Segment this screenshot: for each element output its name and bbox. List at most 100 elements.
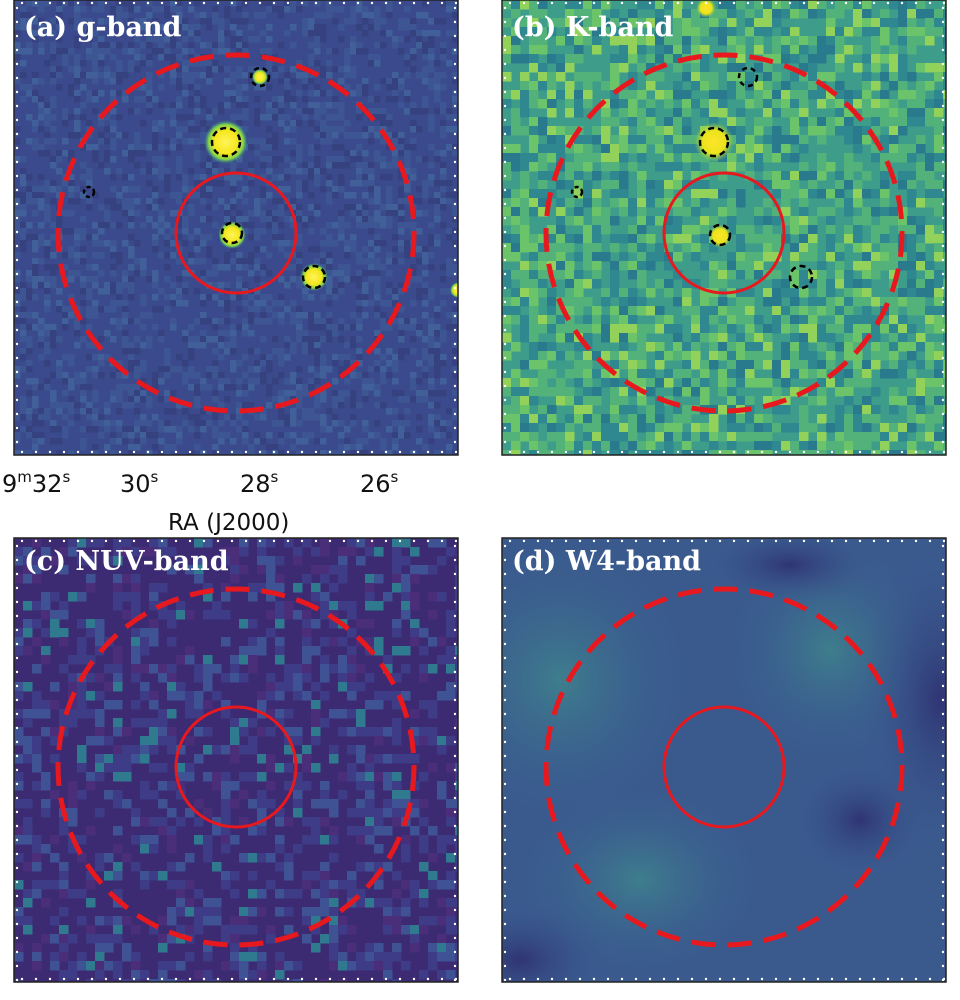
noise-pixel <box>583 432 593 442</box>
noise-pixel <box>889 99 899 109</box>
noise-pixel <box>428 324 435 331</box>
noise-pixel <box>308 318 315 325</box>
noise-pixel <box>38 102 45 109</box>
noise-pixel <box>556 261 566 271</box>
noise-pixel <box>164 450 171 455</box>
noise-pixel <box>610 405 620 415</box>
noise-pixel <box>428 144 435 151</box>
noise-pixel <box>889 324 899 334</box>
noise-pixel <box>691 378 701 388</box>
noise-pixel <box>673 324 683 334</box>
ra-axis: 9m32s 30s 28s 26s RA (J2000) <box>2 468 399 536</box>
noise-pixel <box>44 414 51 421</box>
noise-pixel <box>242 96 249 103</box>
noise-pixel <box>410 384 417 391</box>
noise-pixel <box>835 54 845 64</box>
noise-pixel <box>38 240 45 247</box>
noise-pixel <box>302 673 312 683</box>
noise-pixel <box>230 342 237 349</box>
noise-pixel <box>422 246 429 253</box>
noise-pixel <box>326 288 333 295</box>
noise-pixel <box>529 81 539 91</box>
noise-pixel <box>308 174 315 181</box>
noise-pixel <box>853 288 863 298</box>
noise-pixel <box>140 96 147 103</box>
noise-pixel <box>188 138 195 145</box>
noise-pixel <box>880 9 890 19</box>
noise-pixel <box>296 90 303 97</box>
noise-pixel <box>140 42 147 49</box>
noise-pixel <box>20 240 27 247</box>
noise-pixel <box>368 384 375 391</box>
noise-pixel <box>326 198 333 205</box>
tick-mark <box>503 370 507 374</box>
noise-pixel <box>934 441 944 451</box>
noise-pixel <box>296 252 303 259</box>
noise-pixel <box>790 324 800 334</box>
noise-pixel <box>736 252 746 262</box>
noise-pixel <box>529 36 539 46</box>
noise-pixel <box>817 360 827 370</box>
noise-pixel <box>98 60 105 67</box>
noise-pixel <box>511 414 521 424</box>
noise-pixel <box>218 384 225 391</box>
noise-pixel <box>188 366 195 373</box>
noise-pixel <box>254 198 261 205</box>
noise-pixel <box>284 673 294 683</box>
noise-pixel <box>104 444 111 451</box>
noise-pixel <box>637 342 647 352</box>
noise-pixel <box>296 210 303 217</box>
tick-mark <box>634 450 638 454</box>
noise-pixel <box>26 366 33 373</box>
noise-pixel <box>152 36 159 43</box>
noise-pixel <box>455 583 458 593</box>
noise-pixel <box>502 450 512 455</box>
noise-pixel <box>455 601 458 611</box>
noise-pixel <box>164 252 171 259</box>
noise-pixel <box>140 342 147 349</box>
tick-mark <box>816 450 820 454</box>
noise-pixel <box>763 171 773 181</box>
noise-pixel <box>326 282 333 289</box>
noise-pixel <box>104 138 111 145</box>
noise-pixel <box>398 318 405 325</box>
noise-pixel <box>817 324 827 334</box>
noise-pixel <box>398 258 405 265</box>
noise-pixel <box>290 78 297 85</box>
noise-pixel <box>664 324 674 334</box>
noise-pixel <box>826 378 836 388</box>
noise-pixel <box>934 396 944 406</box>
noise-pixel <box>131 592 141 602</box>
noise-pixel <box>104 216 111 223</box>
noise-pixel <box>56 24 63 31</box>
noise-pixel <box>520 171 530 181</box>
noise-pixel <box>170 78 177 85</box>
noise-pixel <box>314 24 321 31</box>
noise-pixel <box>344 222 351 229</box>
noise-pixel <box>20 348 27 355</box>
noise-pixel <box>628 432 638 442</box>
noise-pixel <box>329 664 339 674</box>
noise-pixel <box>799 333 809 343</box>
noise-pixel <box>853 360 863 370</box>
noise-pixel <box>538 270 548 280</box>
noise-pixel <box>152 306 159 313</box>
noise-pixel <box>62 414 69 421</box>
noise-pixel <box>80 438 87 445</box>
noise-pixel <box>113 538 123 548</box>
noise-pixel <box>934 324 944 334</box>
noise-pixel <box>152 414 159 421</box>
noise-pixel <box>158 547 168 557</box>
noise-pixel <box>56 6 63 13</box>
noise-pixel <box>682 306 692 316</box>
noise-pixel <box>422 270 429 277</box>
noise-pixel <box>520 126 530 136</box>
noise-pixel <box>38 174 45 181</box>
tick-mark <box>230 450 234 454</box>
noise-pixel <box>416 156 423 163</box>
noise-pixel <box>410 168 417 175</box>
noise-pixel <box>278 42 285 49</box>
noise-pixel <box>362 294 369 301</box>
noise-pixel <box>401 592 411 602</box>
noise-pixel <box>556 54 566 64</box>
